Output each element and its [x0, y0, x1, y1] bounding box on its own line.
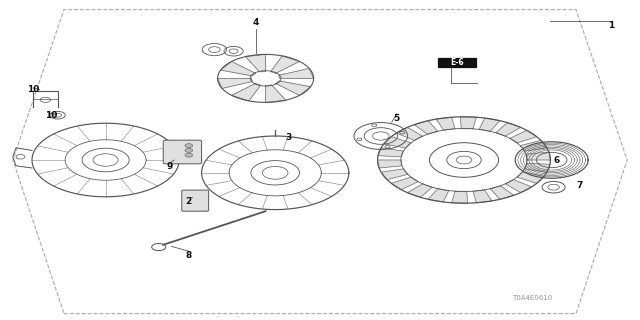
Polygon shape [520, 140, 547, 151]
Polygon shape [436, 117, 455, 130]
Polygon shape [246, 54, 266, 72]
Polygon shape [271, 56, 300, 73]
Text: 9: 9 [166, 162, 173, 171]
Polygon shape [517, 172, 544, 183]
Polygon shape [276, 81, 310, 95]
Text: 10: 10 [27, 85, 40, 94]
Text: 8: 8 [186, 252, 192, 260]
Polygon shape [506, 180, 532, 193]
Polygon shape [460, 117, 476, 129]
Text: 10: 10 [45, 111, 58, 120]
Polygon shape [381, 169, 408, 180]
Circle shape [185, 148, 193, 152]
FancyBboxPatch shape [182, 190, 209, 211]
Text: 4: 4 [253, 18, 259, 27]
Polygon shape [396, 127, 422, 140]
Polygon shape [266, 85, 285, 102]
Text: 3: 3 [285, 133, 291, 142]
Polygon shape [221, 61, 255, 76]
Polygon shape [452, 191, 468, 203]
Polygon shape [391, 177, 418, 190]
Circle shape [185, 144, 193, 148]
Polygon shape [378, 148, 403, 157]
Polygon shape [479, 118, 500, 131]
Text: 5: 5 [394, 114, 400, 123]
Polygon shape [378, 160, 402, 168]
Polygon shape [510, 130, 537, 143]
Text: 2: 2 [186, 197, 192, 206]
Polygon shape [414, 121, 438, 134]
Polygon shape [473, 190, 492, 203]
Polygon shape [218, 78, 253, 88]
Polygon shape [496, 123, 520, 136]
Polygon shape [232, 84, 260, 101]
Polygon shape [526, 152, 550, 160]
Circle shape [185, 153, 193, 157]
Polygon shape [490, 186, 514, 199]
Text: 6: 6 [554, 156, 560, 164]
Text: 7: 7 [576, 181, 582, 190]
Polygon shape [428, 189, 449, 202]
Text: T0A4E0610: T0A4E0610 [512, 295, 552, 300]
Polygon shape [525, 163, 550, 172]
Polygon shape [384, 137, 411, 148]
FancyBboxPatch shape [163, 140, 202, 164]
FancyBboxPatch shape [438, 58, 476, 67]
Polygon shape [278, 68, 314, 78]
Polygon shape [408, 184, 432, 197]
Text: E-6: E-6 [450, 58, 464, 67]
Text: 1: 1 [608, 21, 614, 30]
